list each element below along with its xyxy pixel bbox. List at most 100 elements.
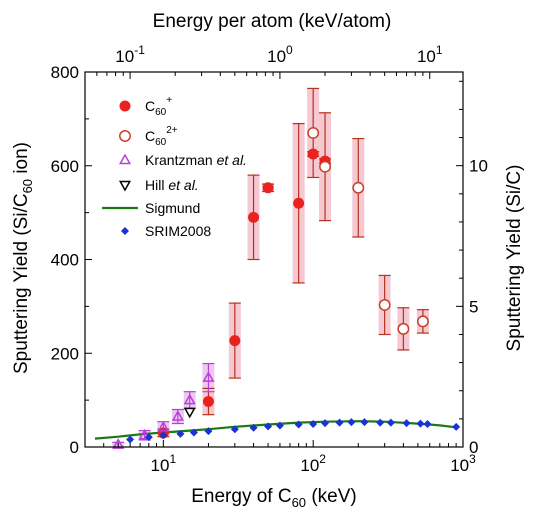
legend-label-italic: et al. <box>217 152 247 168</box>
plot-frame <box>84 71 464 448</box>
legend-label-main: C <box>145 128 155 144</box>
legend-label: SRIM2008 <box>145 223 211 239</box>
krantzman-point <box>171 409 184 421</box>
x-tick-label-base: 10 <box>151 456 170 475</box>
srim-point <box>423 420 432 429</box>
c60-plus-point <box>293 197 305 209</box>
srim-point <box>230 425 239 434</box>
srim-point <box>189 428 198 437</box>
legend-label: C60+ <box>145 95 172 118</box>
x2-tick-label-exp: 1 <box>436 43 443 57</box>
data-points-layer <box>112 126 461 449</box>
legend-label: Krantzman et al. <box>145 152 247 168</box>
legend-label-italic: et al. <box>168 177 198 193</box>
error-bands-layer <box>112 88 429 447</box>
c60-2plus-point <box>319 160 331 173</box>
srim-point <box>347 418 356 427</box>
srim-point <box>416 419 425 428</box>
krantzman-point <box>112 438 125 449</box>
bottom-axis-title-main: Energy of C <box>191 486 291 507</box>
krantzman-point <box>183 393 196 405</box>
legend-label: Hill et al. <box>145 177 199 193</box>
c60-plus-point <box>248 211 260 223</box>
legend-label: C602+ <box>145 125 178 148</box>
legend-symbol-srim <box>121 227 129 235</box>
legend-label-main: SRIM2008 <box>145 223 211 239</box>
right-axis-title: Sputtering Yield (Si/C) <box>504 165 525 352</box>
legend-label-main: Krantzman <box>145 152 217 168</box>
y-tick-label: 800 <box>51 63 79 82</box>
left-axis-title-sub: 60 <box>20 179 35 193</box>
y2-tick-label: 0 <box>469 438 478 457</box>
bottom-axis-title-tail: (keV) <box>306 486 357 507</box>
srim-point <box>204 427 213 436</box>
legend-symbol-c60-2plus <box>119 130 131 142</box>
srim-point <box>249 423 258 432</box>
legend: C60+C602+Krantzman et al.Hill et al.Sigm… <box>102 95 247 239</box>
x-tick-label-exp: 1 <box>169 452 176 466</box>
c60-plus-point <box>202 396 214 408</box>
srim-point <box>321 419 330 428</box>
srim-point <box>452 422 461 431</box>
x-tick-label-exp: 2 <box>319 452 326 466</box>
bottom-axis-title: Energy of C60 (keV) <box>191 486 356 510</box>
srim-point <box>126 435 135 444</box>
krantzman-point <box>157 420 170 432</box>
srim-point <box>294 420 303 429</box>
legend-label-main: C <box>145 98 155 114</box>
x-tick-label-exp: 3 <box>469 452 476 466</box>
x2-tick-label-base: 10 <box>267 47 286 66</box>
ticks-layer <box>84 71 464 448</box>
legend-label-sub: 60 <box>155 107 167 118</box>
legend-label-sup: 2+ <box>166 125 178 136</box>
legend-label-sub: 60 <box>155 137 167 148</box>
x-tick-label-base: 10 <box>450 456 469 475</box>
x-tick-label: 103 <box>450 452 476 475</box>
x2-tick-label-base: 10 <box>115 47 134 66</box>
legend-symbol-krantzman <box>118 153 132 165</box>
x2-tick-label: 10-1 <box>115 43 145 66</box>
left-axis-title-tail: ion) <box>11 142 32 179</box>
c60-2plus-point <box>307 126 320 139</box>
legend-label-main: Sigmund <box>145 200 200 216</box>
srim-point <box>335 418 344 427</box>
legend-label-sup: + <box>166 95 172 106</box>
srim-point <box>360 418 369 427</box>
y-tick-label: 600 <box>51 157 79 176</box>
c60-plus-point <box>307 148 319 160</box>
c60-2plus-point <box>416 315 429 328</box>
x2-tick-label-exp: -1 <box>134 43 145 57</box>
legend-label-main: Hill <box>145 177 168 193</box>
srim-point <box>275 421 284 430</box>
srim-point <box>309 420 318 429</box>
x2-tick-label-base: 10 <box>417 47 436 66</box>
c60-2plus-point <box>397 322 410 335</box>
x-tick-label-base: 10 <box>300 456 319 475</box>
legend-symbol-c60-plus <box>119 100 131 112</box>
c60-2plus-point <box>378 299 391 311</box>
y-tick-label: 0 <box>70 438 79 457</box>
y-tick-label: 400 <box>51 251 79 270</box>
krantzman-point <box>202 371 215 382</box>
c60-2plus-point <box>352 181 365 194</box>
c60-plus-point <box>262 182 274 194</box>
y-tick-label: 200 <box>51 344 79 363</box>
x-tick-label: 102 <box>300 452 326 475</box>
srim-point <box>402 419 411 428</box>
y2-tick-label: 10 <box>469 157 488 176</box>
x2-tick-label: 100 <box>267 43 293 66</box>
srim-point <box>144 433 153 442</box>
srim-point <box>159 431 168 440</box>
y2-tick-label: 5 <box>469 297 478 316</box>
legend-label: Sigmund <box>145 200 200 216</box>
x2-tick-label: 101 <box>417 43 443 66</box>
x-tick-label: 101 <box>151 452 177 475</box>
left-axis-title-main: Sputtering Yield (Si/C <box>11 193 32 374</box>
krantzman-point <box>138 428 151 440</box>
hill-point <box>183 407 196 419</box>
legend-symbol-hill <box>118 180 132 192</box>
srim-point <box>376 418 385 427</box>
left-axis-title: Sputtering Yield (Si/C60 ion) <box>11 142 35 374</box>
